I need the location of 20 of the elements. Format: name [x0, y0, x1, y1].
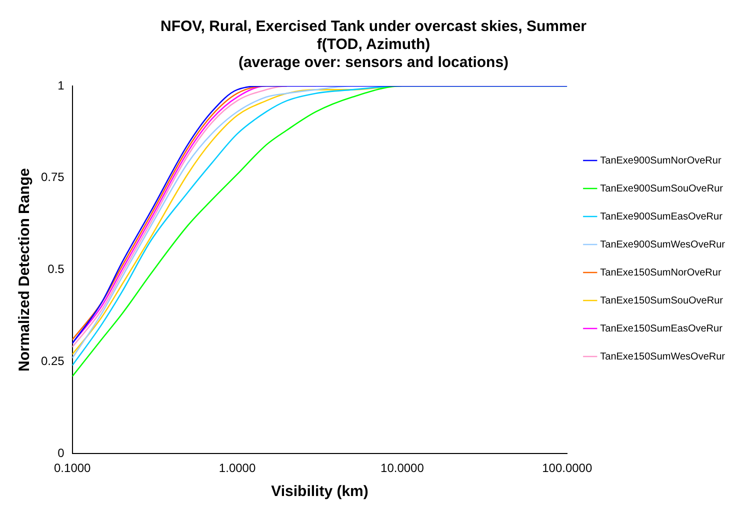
- legend-label: TanExe900SumSouOveRur: [600, 183, 724, 194]
- legend-label: TanExe150SumEasOveRur: [600, 323, 724, 334]
- y-tick-label: 0: [58, 446, 65, 460]
- legend-label: TanExe900SumNorOveRur: [600, 155, 722, 166]
- legend-label: TanExe150SumNorOveRur: [600, 267, 722, 278]
- x-tick-label: 1.0000: [218, 461, 256, 476]
- legend-label: TanExe900SumWesOveRur: [600, 239, 726, 250]
- x-axis-title: Visibility (km): [271, 483, 368, 500]
- y-axis-title: Normalized Detection Range: [16, 168, 34, 372]
- legend-label: TanExe150SumSouOveRur: [600, 295, 724, 306]
- y-tick-label: 0.75: [40, 170, 65, 184]
- y-tick-label: 1: [58, 78, 65, 92]
- y-tick-label: 0.5: [48, 262, 65, 276]
- legend-label: TanExe900SumEasOveRur: [600, 211, 724, 222]
- x-tick-label: 10.0000: [380, 461, 424, 476]
- x-tick-label: 100.0000: [542, 461, 592, 476]
- y-tick-label: 0.25: [40, 354, 65, 368]
- x-tick-label: 0.1000: [54, 461, 92, 476]
- legend-label: TanExe150SumWesOveRur: [600, 351, 726, 362]
- chart-title: NFOV, Rural, Exercised Tank under overcast skies, Summer f(TOD, Azimuth) (average over: sensors and locations): [160, 18, 587, 72]
